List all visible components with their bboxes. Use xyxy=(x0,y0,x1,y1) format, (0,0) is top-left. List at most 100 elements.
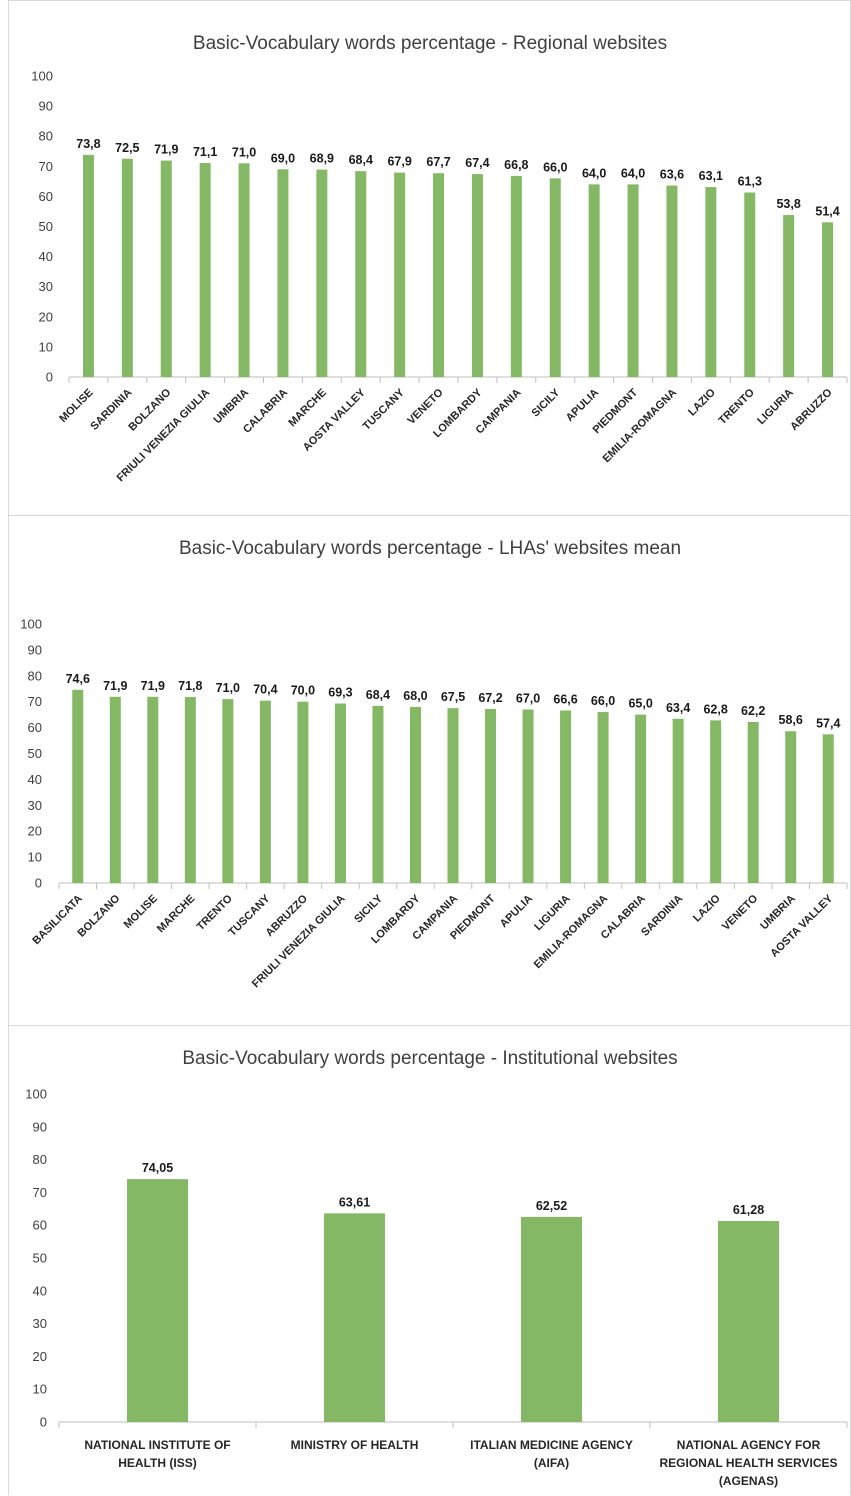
y-tick-label: 90 xyxy=(28,642,42,657)
y-tick-label: 0 xyxy=(40,1415,47,1430)
bar xyxy=(316,169,328,377)
bar xyxy=(447,708,459,883)
data-label: 71,9 xyxy=(154,143,178,157)
data-label: 69,0 xyxy=(271,151,295,165)
chart-institutional-websites: Basic-Vocabulary words percentage - Inst… xyxy=(8,1025,851,1495)
data-label: 68,9 xyxy=(310,152,334,166)
bar xyxy=(147,696,159,883)
bar xyxy=(785,731,797,883)
y-tick-label: 30 xyxy=(33,1316,47,1331)
bar xyxy=(394,172,406,377)
y-tick-label: 20 xyxy=(39,309,53,324)
data-label: 71,8 xyxy=(178,679,202,693)
bar xyxy=(627,184,639,377)
data-label: 71,0 xyxy=(216,681,240,695)
bar xyxy=(635,714,647,883)
y-tick-label: 40 xyxy=(28,772,42,787)
x-tick-label: LIGURIA xyxy=(755,387,795,427)
chart-title: Basic-Vocabulary words percentage - LHAs… xyxy=(179,538,681,559)
data-label: 71,1 xyxy=(193,145,217,159)
y-tick-label: 60 xyxy=(33,1218,47,1233)
bar xyxy=(160,160,172,377)
x-tick-label: BASILICATA xyxy=(30,893,84,947)
bar xyxy=(549,178,561,377)
bar xyxy=(521,1216,582,1422)
y-tick-label: 10 xyxy=(28,850,42,865)
y-tick-label: 40 xyxy=(33,1283,47,1298)
bar xyxy=(121,158,133,377)
bar xyxy=(822,222,834,377)
bar xyxy=(783,215,795,377)
y-tick-label: 70 xyxy=(39,159,53,174)
y-tick-label: 10 xyxy=(39,339,53,354)
y-tick-label: 20 xyxy=(33,1349,47,1364)
data-label: 66,0 xyxy=(591,694,615,708)
x-tick-label: MOLISE xyxy=(57,387,95,425)
y-tick-label: 100 xyxy=(31,69,53,84)
x-tick-label: EMILIA-ROMAGNA xyxy=(532,893,611,972)
chart-lha-websites-mean-svg: Basic-Vocabulary words percentage - LHAs… xyxy=(20,538,848,990)
x-tick-label: LAZIO xyxy=(691,892,723,924)
bar xyxy=(822,734,834,883)
data-label: 70,0 xyxy=(291,684,315,698)
data-label: 69,3 xyxy=(328,686,352,700)
y-tick-label: 100 xyxy=(25,1087,47,1102)
bar xyxy=(355,171,367,377)
bar xyxy=(409,706,421,883)
y-tick-label: 90 xyxy=(39,99,53,114)
y-tick-label: 50 xyxy=(39,219,53,234)
data-label: 67,0 xyxy=(516,691,540,705)
data-label: 67,4 xyxy=(465,156,489,170)
x-tick-label: LAZIO xyxy=(686,386,718,418)
y-tick-label: 0 xyxy=(46,370,53,385)
chart-regional-websites: Basic-Vocabulary words percentage - Regi… xyxy=(8,0,851,515)
bar xyxy=(747,721,759,883)
data-label: 67,9 xyxy=(387,155,411,169)
data-label: 61,28 xyxy=(733,1203,764,1217)
data-label: 62,8 xyxy=(703,702,727,716)
x-tick-label-line: (AGENAS) xyxy=(719,1474,778,1488)
x-tick-label-line: MINISTRY OF HEALTH xyxy=(291,1438,419,1452)
x-tick-label-line: (AIFA) xyxy=(534,1456,569,1470)
y-tick-label: 40 xyxy=(39,249,53,264)
data-label: 65,0 xyxy=(628,697,652,711)
bar xyxy=(560,710,572,883)
data-label: 63,4 xyxy=(666,701,690,715)
bar xyxy=(471,174,483,377)
data-label: 63,61 xyxy=(339,1195,370,1209)
y-tick-label: 60 xyxy=(39,189,53,204)
x-tick-label: VENETO xyxy=(405,386,446,427)
x-tick-label: MARCHE xyxy=(155,893,198,936)
y-tick-label: 0 xyxy=(35,876,42,891)
bar xyxy=(277,169,289,377)
data-label: 64,0 xyxy=(582,166,606,180)
data-label: 51,4 xyxy=(815,204,839,218)
bar xyxy=(522,709,534,883)
bar xyxy=(222,699,234,883)
data-label: 72,5 xyxy=(115,141,139,155)
x-tick-label-line: NATIONAL INSTITUTE OF xyxy=(84,1438,230,1452)
bar xyxy=(127,1179,188,1422)
bar xyxy=(718,1221,779,1422)
x-tick-label: TRENTO xyxy=(717,386,758,427)
x-tick-label-line: HEALTH (ISS) xyxy=(118,1456,196,1470)
data-label: 66,0 xyxy=(543,160,567,174)
y-tick-label: 60 xyxy=(28,720,42,735)
y-tick-label: 30 xyxy=(28,798,42,813)
data-label: 68,0 xyxy=(403,689,427,703)
bar xyxy=(710,720,722,883)
x-tick-label: ABRUZZO xyxy=(788,386,835,433)
bar xyxy=(744,192,756,377)
x-tick-label: SICILY xyxy=(352,892,385,925)
bar xyxy=(485,708,497,883)
bar xyxy=(199,162,211,377)
y-tick-label: 70 xyxy=(28,694,42,709)
bar xyxy=(334,703,346,883)
x-tick-label: EMILIA-ROMAGNA xyxy=(601,387,680,466)
y-tick-label: 30 xyxy=(39,279,53,294)
bar xyxy=(109,696,121,883)
x-tick-label: UMBRIA xyxy=(212,387,252,427)
data-label: 74,05 xyxy=(142,1161,173,1175)
x-tick-label: VENETO xyxy=(720,892,761,933)
data-label: 63,6 xyxy=(660,168,684,182)
